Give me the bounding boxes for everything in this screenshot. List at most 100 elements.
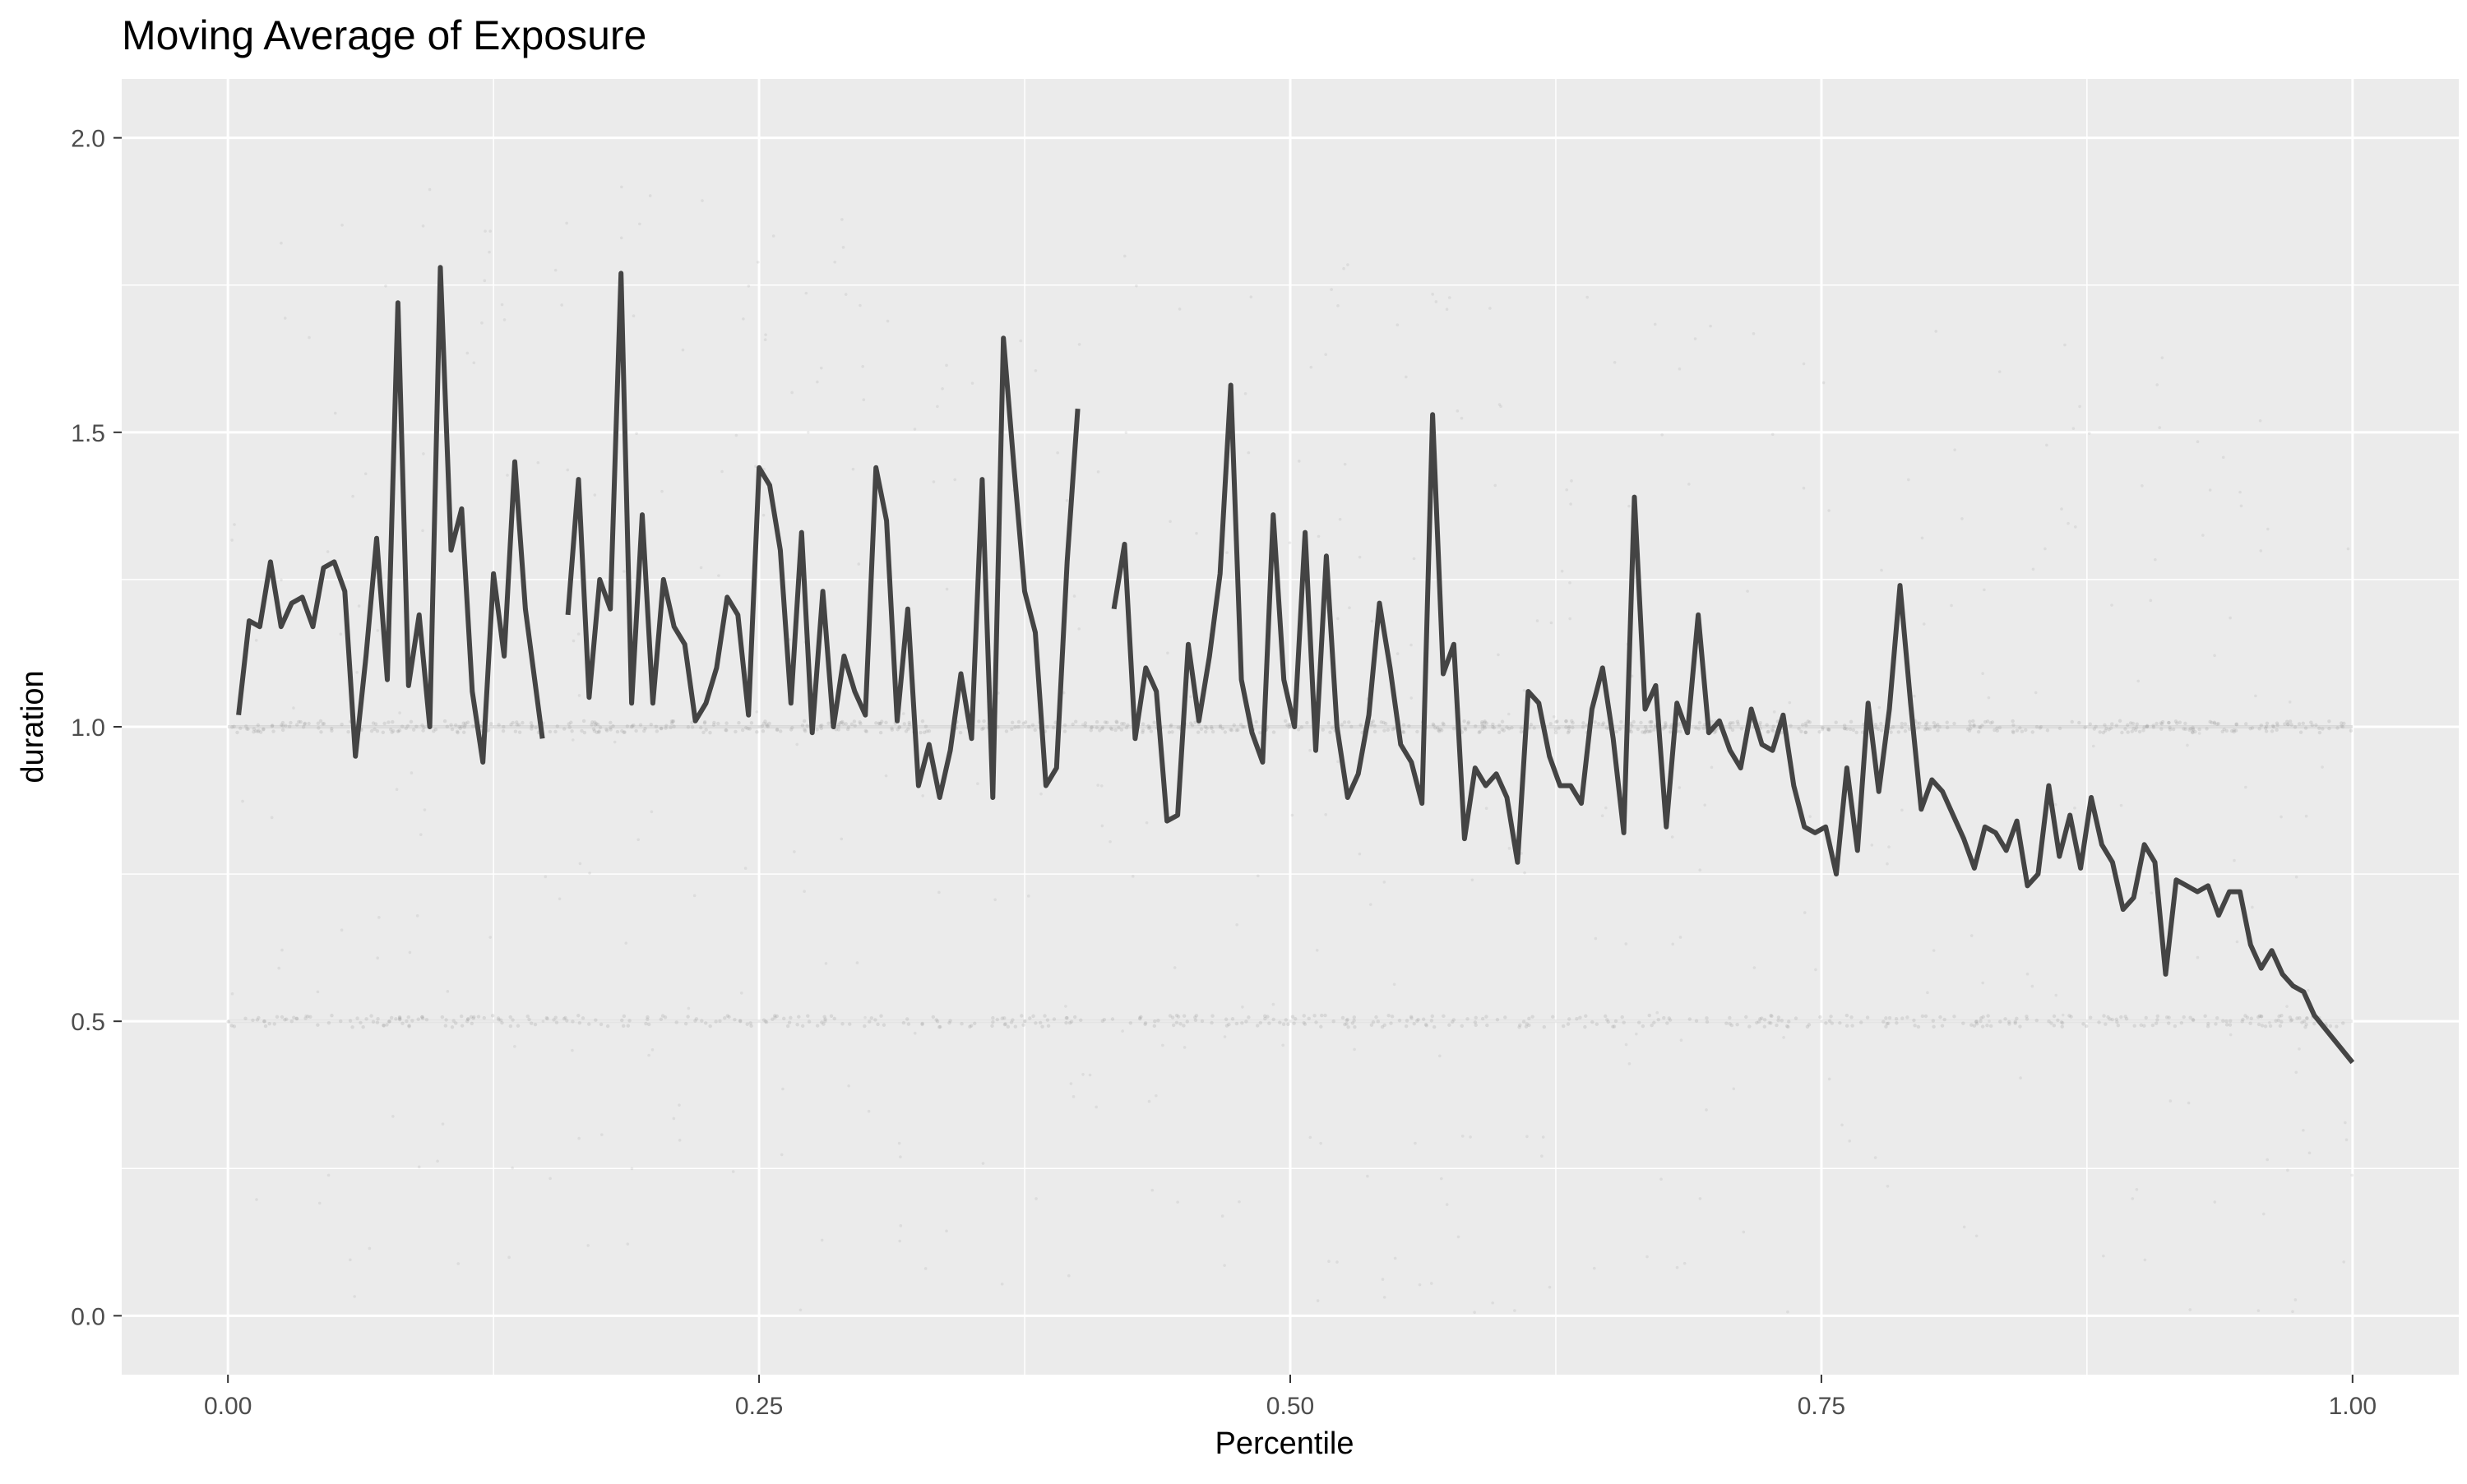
- scatter-point: [454, 723, 458, 728]
- scatter-point: [1135, 284, 1138, 288]
- scatter-point: [775, 727, 780, 732]
- x-tick-label: 0.75: [1798, 1393, 1845, 1420]
- scatter-point: [1669, 726, 1673, 730]
- scatter-point: [2007, 1019, 2011, 1024]
- scatter-point: [2196, 955, 2200, 959]
- scatter-point: [1182, 1014, 1187, 1018]
- scatter-point: [1397, 1019, 1402, 1023]
- scatter-point: [1011, 1018, 1015, 1022]
- scatter-point: [420, 1015, 424, 1019]
- scatter-point: [1915, 721, 1919, 725]
- scatter-point: [292, 706, 295, 710]
- scatter-point: [1985, 719, 1990, 724]
- scatter-point: [2108, 1017, 2112, 1021]
- scatter-point: [1641, 730, 1645, 734]
- scatter-point: [1895, 1021, 1899, 1025]
- scatter-point: [456, 730, 460, 735]
- scatter-point: [1993, 728, 1997, 733]
- scatter-point: [420, 723, 424, 728]
- scatter-point: [2077, 720, 2081, 725]
- scatter-point: [976, 782, 979, 786]
- scatter-point: [1243, 391, 1247, 395]
- scatter-point: [391, 719, 395, 724]
- scatter-point: [2067, 1014, 2071, 1018]
- scatter-point: [582, 730, 587, 735]
- scatter-point: [1442, 1014, 1446, 1019]
- scatter-point: [1661, 727, 1665, 731]
- scatter-point: [1575, 1017, 1579, 1021]
- scatter-point: [1678, 936, 1682, 939]
- scatter-point: [2293, 725, 2298, 729]
- scatter-point: [622, 1014, 627, 1019]
- scatter-point: [1372, 729, 1377, 734]
- scatter-point: [2201, 534, 2205, 537]
- scatter-point: [1474, 1015, 1478, 1020]
- scatter-point: [464, 721, 468, 725]
- scatter-point: [1968, 719, 1972, 724]
- scatter-point: [1435, 726, 1440, 730]
- scatter-point: [841, 246, 845, 249]
- scatter-point: [1703, 803, 1706, 807]
- scatter-point: [1170, 730, 1174, 734]
- scatter-point: [839, 720, 844, 725]
- scatter-point: [375, 729, 380, 733]
- scatter-point: [731, 1170, 735, 1173]
- scatter-point: [2160, 356, 2164, 359]
- scatter-point: [1480, 1016, 1485, 1021]
- scatter-point: [1409, 643, 1413, 647]
- scatter-point: [1650, 720, 1654, 724]
- scatter-point: [1340, 723, 1344, 727]
- scatter-point: [1345, 1022, 1349, 1026]
- scatter-point: [1842, 724, 1847, 728]
- scatter-point: [1542, 1024, 1547, 1029]
- scatter-point: [1679, 1038, 1683, 1042]
- scatter-point: [1660, 433, 1664, 437]
- scatter-point: [1109, 726, 1113, 730]
- scatter-point: [1283, 719, 1288, 724]
- scatter-point: [704, 1021, 708, 1025]
- scatter-point: [353, 1295, 356, 1298]
- scatter-point: [1169, 723, 1173, 728]
- scatter-point: [1583, 1024, 1587, 1029]
- scatter-point: [981, 726, 985, 730]
- scatter-point: [1079, 1018, 1083, 1023]
- scatter-point: [727, 1015, 731, 1019]
- scatter-point: [1323, 1013, 1327, 1018]
- scatter-point: [529, 1021, 534, 1025]
- scatter-point: [1451, 1019, 1455, 1024]
- scatter-point: [638, 222, 641, 226]
- scatter-point: [2213, 1200, 2217, 1204]
- scatter-point: [1415, 729, 1419, 734]
- scatter-point: [2215, 1015, 2219, 1020]
- scatter-point: [1183, 1046, 1187, 1049]
- scatter-point: [2224, 728, 2229, 733]
- y-tick-label: 1.5: [71, 420, 105, 447]
- scatter-point: [1342, 266, 1345, 270]
- scatter-point: [1021, 1023, 1025, 1027]
- scatter-point: [1382, 1023, 1386, 1027]
- scatter-point: [2141, 728, 2145, 733]
- scatter-point: [1824, 1021, 1828, 1025]
- scatter-point: [527, 1017, 531, 1022]
- scatter-point: [1884, 1016, 1888, 1020]
- scatter-point: [1405, 375, 1408, 379]
- scatter-point: [1997, 370, 2002, 373]
- scatter-point: [1477, 730, 1481, 735]
- scatter-point: [991, 1019, 995, 1024]
- scatter-point: [1923, 723, 1928, 727]
- scatter-point: [2126, 730, 2130, 734]
- scatter-point: [2107, 728, 2111, 732]
- scatter-point: [1100, 727, 1104, 731]
- scatter-point: [1338, 517, 1342, 521]
- scatter-point: [1064, 1020, 1068, 1025]
- scatter-point: [819, 726, 824, 731]
- scatter-point: [913, 1031, 917, 1035]
- scatter-point: [1432, 1025, 1437, 1029]
- scatter-point: [562, 1016, 567, 1021]
- scatter-point: [1229, 728, 1234, 733]
- scatter-point: [1896, 730, 1901, 734]
- scatter-point: [822, 1022, 826, 1026]
- scatter-point: [1369, 720, 1374, 725]
- scatter-point: [2083, 725, 2087, 730]
- scatter-point: [2190, 730, 2195, 734]
